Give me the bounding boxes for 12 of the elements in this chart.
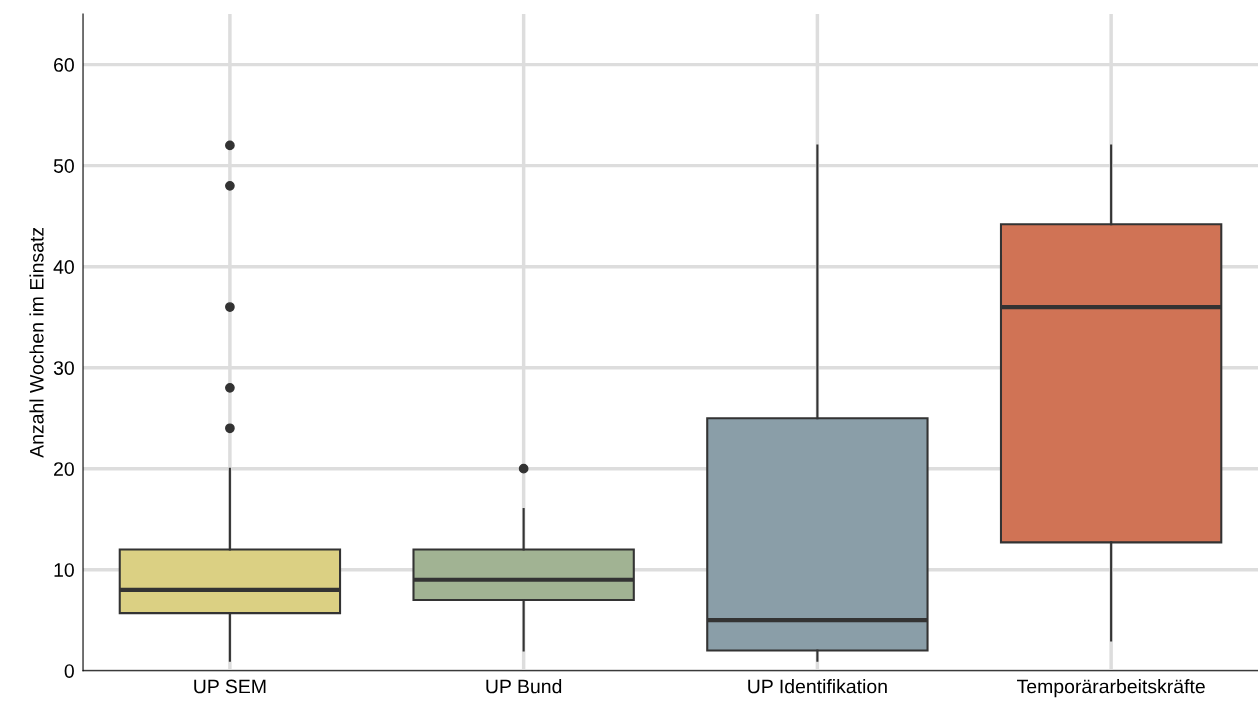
y-tick-label: 40 xyxy=(53,260,74,274)
y-tick-label: 30 xyxy=(53,361,74,375)
x-tick-label: UP SEM xyxy=(194,679,266,694)
y-tick-label: 60 xyxy=(54,58,74,72)
y-tick-label: 0 xyxy=(64,664,74,678)
x-tick-label: UP Bund xyxy=(486,679,562,694)
y-tick-label: 20 xyxy=(54,462,74,476)
y-axis-title: Anzahl Wochen im Einsatz xyxy=(29,227,44,458)
x-tick-label: Temporärarbeitskräfte xyxy=(1017,679,1205,698)
y-tick-label: 10 xyxy=(54,563,74,577)
x-tick-label: UP Identifikation xyxy=(748,679,887,694)
y-tick-label: 50 xyxy=(53,159,74,173)
